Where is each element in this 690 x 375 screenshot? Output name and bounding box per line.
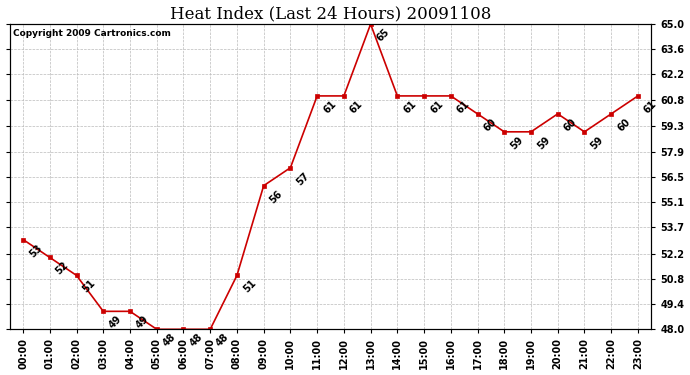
Text: 59: 59 <box>509 135 525 151</box>
Text: 61: 61 <box>642 99 659 116</box>
Text: 56: 56 <box>268 189 284 205</box>
Text: 51: 51 <box>241 278 258 295</box>
Text: 48: 48 <box>188 332 204 349</box>
Title: Heat Index (Last 24 Hours) 20091108: Heat Index (Last 24 Hours) 20091108 <box>170 6 491 22</box>
Text: 61: 61 <box>322 99 338 116</box>
Text: 61: 61 <box>428 99 445 116</box>
Text: 53: 53 <box>27 242 44 259</box>
Text: 60: 60 <box>482 117 498 133</box>
Text: 59: 59 <box>589 135 605 151</box>
Text: 60: 60 <box>562 117 578 133</box>
Text: 61: 61 <box>402 99 418 116</box>
Text: 52: 52 <box>54 260 70 277</box>
Text: 49: 49 <box>108 314 124 331</box>
Text: 65: 65 <box>375 27 391 44</box>
Text: 48: 48 <box>161 332 177 349</box>
Text: 49: 49 <box>134 314 151 331</box>
Text: 60: 60 <box>615 117 632 133</box>
Text: 51: 51 <box>81 278 97 295</box>
Text: 61: 61 <box>348 99 364 116</box>
Text: Copyright 2009 Cartronics.com: Copyright 2009 Cartronics.com <box>13 29 171 38</box>
Text: 61: 61 <box>455 99 471 116</box>
Text: 57: 57 <box>295 171 311 187</box>
Text: 59: 59 <box>535 135 552 151</box>
Text: 48: 48 <box>215 332 231 349</box>
